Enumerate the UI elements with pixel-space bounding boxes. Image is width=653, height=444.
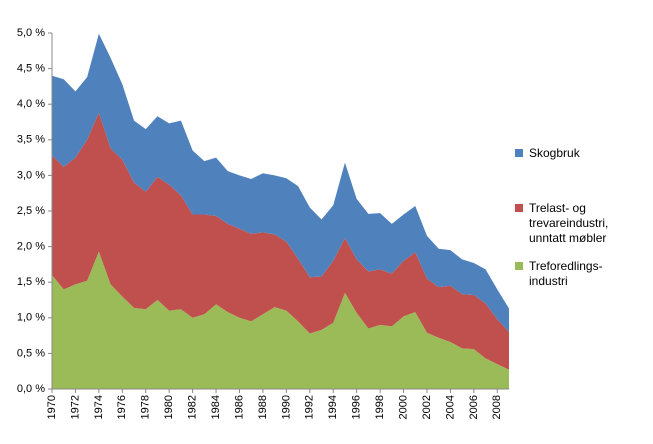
legend-label: Trelast- og trevareindustri, unntatt møb… xyxy=(529,201,609,245)
legend-item: Trelast- og trevareindustri, unntatt møb… xyxy=(515,201,650,246)
area xyxy=(52,112,509,370)
x-tick-label: 1980 xyxy=(163,395,175,419)
legend-swatch xyxy=(515,204,523,212)
x-tick-label: 2000 xyxy=(397,395,409,419)
legend-item: Skogbruk xyxy=(515,146,650,161)
y-tick-label: 4,5 % xyxy=(17,63,45,75)
y-tick-label: 2,0 % xyxy=(17,241,45,253)
x-tick-label: 1986 xyxy=(233,395,245,419)
x-tick-label: 1988 xyxy=(257,395,269,419)
x-tick-label: 1982 xyxy=(187,395,199,419)
y-tick-label: 0,0 % xyxy=(17,383,45,395)
y-tick-label: 5,0 % xyxy=(17,27,45,39)
y-tick-label: 1,5 % xyxy=(17,276,45,288)
x-tick-label: 1978 xyxy=(140,395,152,419)
y-tick-label: 3,0 % xyxy=(17,169,45,181)
x-tick-label: 2004 xyxy=(444,395,456,419)
y-tick-label: 1,0 % xyxy=(17,312,45,324)
legend-item: Treforedlings-industri xyxy=(515,259,650,289)
y-tick-label: 4,0 % xyxy=(17,98,45,110)
legend-swatch xyxy=(515,262,523,270)
x-tick-label: 1994 xyxy=(327,395,339,419)
x-tick-label: 1970 xyxy=(46,395,58,419)
area xyxy=(52,33,509,333)
x-tick-label: 1996 xyxy=(351,395,363,419)
legend-label: Treforedlings-industri xyxy=(529,259,603,288)
x-tick-label: 1998 xyxy=(374,395,386,419)
x-tick-label: 1976 xyxy=(116,395,128,419)
y-tick-label: 3,5 % xyxy=(17,134,45,146)
y-tick-label: 0,5 % xyxy=(17,347,45,359)
x-tick-label: 2008 xyxy=(491,395,503,419)
y-tick-label: 2,5 % xyxy=(17,205,45,217)
x-tick-label: 2002 xyxy=(421,395,433,419)
x-tick-label: 1972 xyxy=(69,395,81,419)
x-tick-label: 2006 xyxy=(468,395,480,419)
legend-swatch xyxy=(515,149,523,157)
x-tick-label: 1974 xyxy=(93,395,105,419)
x-tick-label: 1990 xyxy=(280,395,292,419)
x-tick-label: 1984 xyxy=(210,395,222,419)
x-tick-label: 1992 xyxy=(304,395,316,419)
area xyxy=(52,251,509,389)
legend-label: Skogbruk xyxy=(529,146,580,160)
